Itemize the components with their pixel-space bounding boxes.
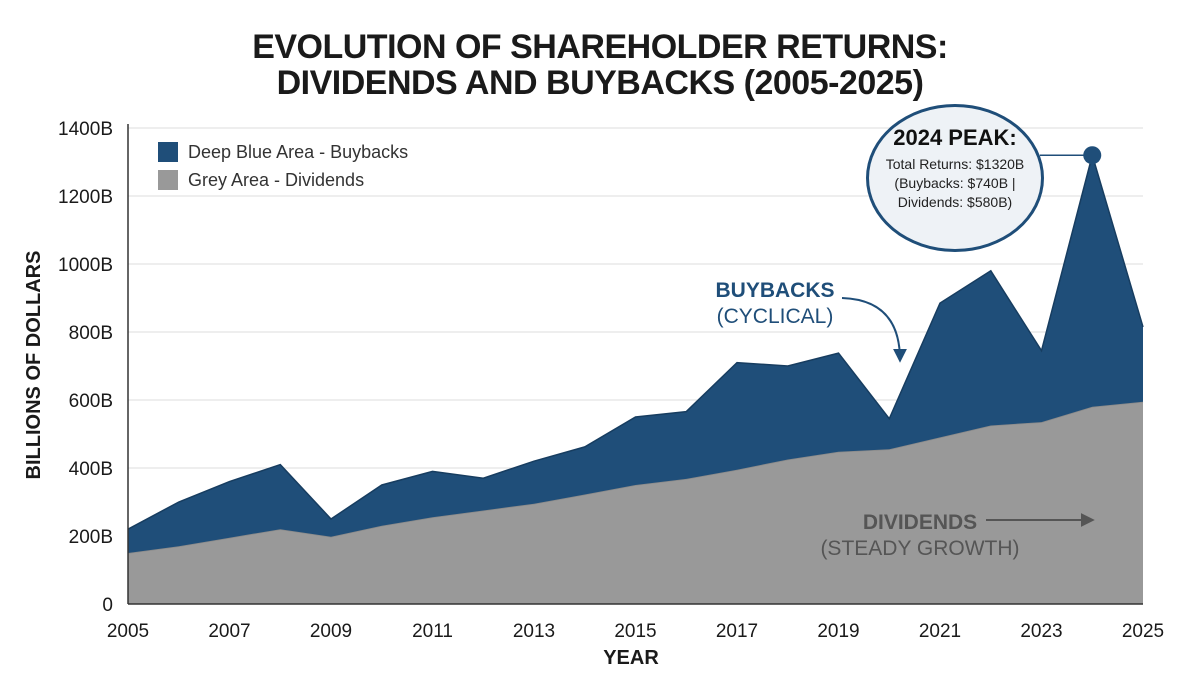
dividends-annotation-subtitle: (STEADY GROWTH) [820, 537, 1020, 560]
legend-item-dividends: Grey Area - Dividends [158, 166, 408, 194]
x-tick-label: 2007 [208, 621, 250, 642]
x-axis-label: YEAR [603, 647, 659, 669]
legend-label-buybacks: Deep Blue Area - Buybacks [188, 141, 409, 162]
y-tick-label: 800B [69, 323, 113, 344]
legend-swatch-dividends [158, 170, 178, 190]
buybacks-annotation-arrow [841, 297, 907, 363]
buybacks-annotation: BUYBACKS (CYCLICAL) [690, 278, 860, 330]
y-tick-label: 1000B [58, 255, 113, 276]
y-tick-label: 0 [102, 595, 113, 616]
peak-callout-dividends: Dividends: $580B) [897, 194, 1013, 210]
dividends-annotation-title: DIVIDENDS [862, 511, 978, 534]
x-tick-label: 2019 [817, 621, 859, 642]
peak-callout: 2024 PEAK: Total Returns: $1320B (Buybac… [866, 104, 1044, 252]
buybacks-area [128, 155, 1143, 553]
x-tick-label: 2009 [310, 621, 352, 642]
legend-label-dividends: Grey Area - Dividends [188, 169, 365, 190]
peak-callout-header: 2024 PEAK: [893, 125, 1017, 150]
x-tick-label: 2015 [614, 621, 656, 642]
y-tick-labels: 0 200B 400B 600B 800B 1000B 1200B 1400B [58, 119, 113, 616]
dividends-annotation: DIVIDENDS (STEADY GROWTH) [800, 510, 1040, 562]
y-tick-label: 200B [69, 527, 113, 548]
x-tick-label: 2011 [412, 621, 453, 642]
peak-marker [1083, 146, 1102, 165]
buybacks-top-line [127, 152, 1144, 530]
y-tick-label: 600B [69, 391, 113, 412]
legend-swatch-buybacks [158, 142, 178, 162]
legend-item-buybacks: Deep Blue Area - Buybacks [158, 138, 408, 166]
x-tick-labels: 2005 2007 2009 2011 2013 2015 2017 2019 2021 2023… [107, 621, 1164, 642]
peak-callout-buybacks: (Buybacks: $740B | [894, 175, 1016, 191]
legend: Deep Blue Area - Buybacks Grey Area - Di… [158, 138, 408, 194]
stacked-areas [127, 152, 1144, 604]
x-tick-label: 2023 [1020, 621, 1062, 642]
buybacks-annotation-title: BUYBACKS [715, 279, 835, 302]
x-tick-label: 2017 [716, 621, 758, 642]
y-tick-label: 1200B [58, 187, 113, 208]
x-tick-label: 2005 [107, 621, 149, 642]
x-tick-label: 2021 [919, 621, 961, 642]
y-axis-label: BILLIONS OF DOLLARS [23, 251, 45, 480]
peak-callout-total: Total Returns: $1320B [885, 156, 1025, 172]
x-tick-label: 2025 [1122, 621, 1164, 642]
x-tick-label: 2013 [513, 621, 555, 642]
y-tick-label: 400B [69, 459, 113, 480]
axes [127, 124, 1143, 605]
buybacks-annotation-subtitle: (CYCLICAL) [716, 305, 834, 328]
dividends-area [128, 401, 1143, 604]
y-tick-label: 1400B [58, 119, 113, 140]
chart-title-line-1: EVOLUTION OF SHAREHOLDER RETURNS: [252, 28, 948, 66]
chart-title-line-2: DIVIDENDS AND BUYBACKS (2005-2025) [276, 64, 924, 102]
